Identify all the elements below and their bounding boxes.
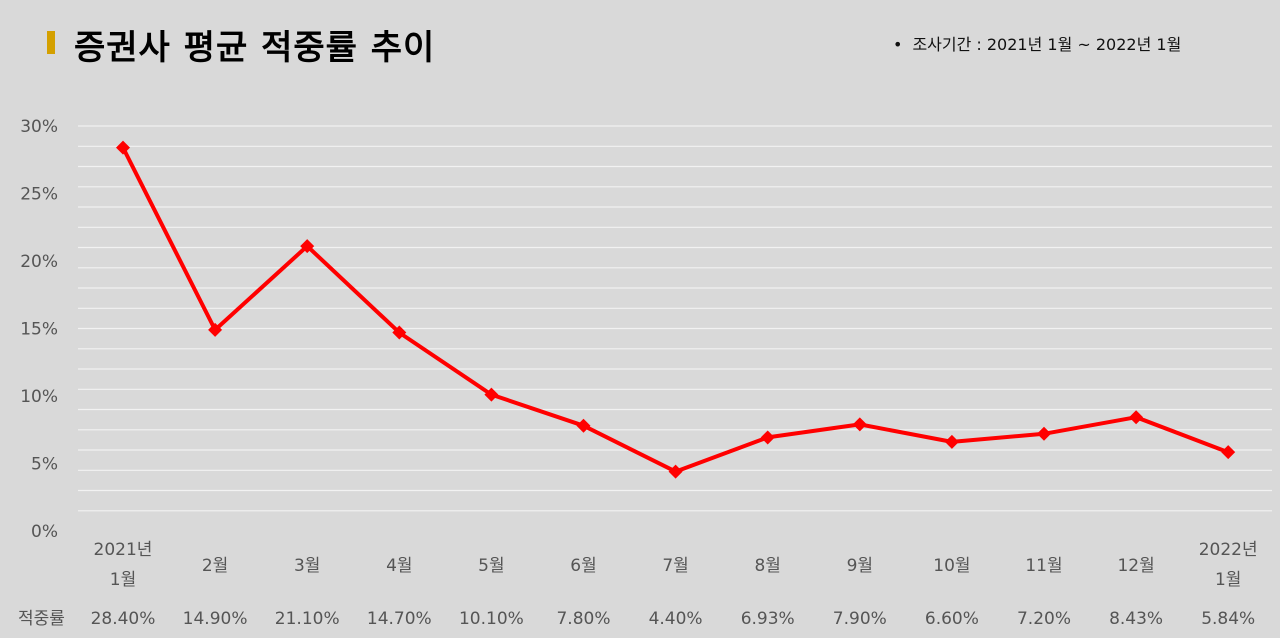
data-point-9 [944, 434, 959, 449]
x-category-label: 9월 [847, 556, 873, 576]
y-tick-label: 25% [20, 185, 58, 205]
data-point-10 [1037, 426, 1051, 441]
data-point-11 [1129, 410, 1144, 425]
data-value-label: 4.40% [649, 609, 703, 629]
x-category-label: 8월 [754, 556, 780, 576]
data-table-row: 적중률 28.40% 14.90% 21.10% 14.70% 10.10% 7.80% 4.… [18, 609, 1255, 629]
data-point-8 [852, 417, 867, 432]
data-value-label: 21.10% [275, 609, 340, 629]
survey-period-text: 조사기간 : 2021년 1월 ~ 2022년 1월 [912, 35, 1182, 54]
y-tick-label: 5% [31, 455, 58, 475]
x-category-label: 6월 [570, 556, 596, 576]
data-value-label: 5.84% [1201, 609, 1255, 629]
survey-period-note: • 조사기간 : 2021년 1월 ~ 2022년 1월 [893, 31, 1181, 55]
data-value-label: 7.90% [833, 609, 887, 629]
data-value-label: 28.40% [91, 609, 156, 629]
data-point-2 [300, 239, 315, 254]
x-category-label: 1월 [1215, 570, 1241, 590]
y-tick-label: 0% [31, 522, 58, 542]
y-tick-label: 10% [20, 387, 58, 407]
chart-title: 증권사 평균 적중률 추이 [74, 28, 436, 68]
data-point-4 [484, 387, 499, 402]
series-line-layer [121, 145, 1231, 474]
data-value-label: 14.90% [183, 609, 248, 629]
x-category-label: 4월 [386, 556, 412, 576]
table-row-header: 적중률 [18, 609, 65, 629]
y-axis-ticks: 0% 5% 10% 15% 20% 25% 30% [20, 117, 58, 542]
data-point-1 [208, 322, 223, 337]
y-tick-label: 15% [20, 320, 58, 340]
data-point-3 [392, 325, 407, 340]
bullet-icon: • [893, 35, 903, 54]
data-point-6 [668, 464, 683, 479]
data-point-0 [116, 140, 130, 155]
x-category-label: 3월 [294, 556, 320, 576]
data-value-label: 7.20% [1017, 609, 1071, 629]
x-category-label: 2021년 [94, 540, 153, 560]
title-accent-bar [47, 31, 55, 54]
x-category-label: 7월 [662, 556, 688, 576]
x-axis-categories: 2021년 1월 2월 3월 4월 5월 6월 7월 8월 9월 10월 11월 12월 2022년 1월 [94, 540, 1258, 590]
data-value-label: 14.70% [367, 609, 432, 629]
data-value-label: 6.93% [741, 609, 795, 629]
x-category-label: 11월 [1025, 556, 1062, 576]
data-value-label: 6.60% [925, 609, 979, 629]
data-point-12 [1221, 445, 1236, 460]
data-point-5 [576, 418, 591, 433]
data-point-7 [760, 430, 775, 445]
data-value-label: 7.80% [556, 609, 610, 629]
x-category-label: 10월 [933, 556, 970, 576]
x-category-label: 2022년 [1199, 540, 1258, 560]
y-tick-label: 30% [20, 117, 58, 137]
x-category-label: 2월 [202, 556, 228, 576]
x-category-label: 5월 [478, 556, 504, 576]
y-tick-label: 20% [20, 252, 58, 272]
x-category-label: 1월 [110, 570, 136, 590]
x-category-label: 12월 [1117, 556, 1154, 576]
data-value-label: 10.10% [459, 609, 524, 629]
series-line-적중률 [121, 145, 1231, 474]
series-markers [116, 140, 1236, 479]
data-value-label: 8.43% [1109, 609, 1163, 629]
grid-lines [78, 125, 1272, 512]
